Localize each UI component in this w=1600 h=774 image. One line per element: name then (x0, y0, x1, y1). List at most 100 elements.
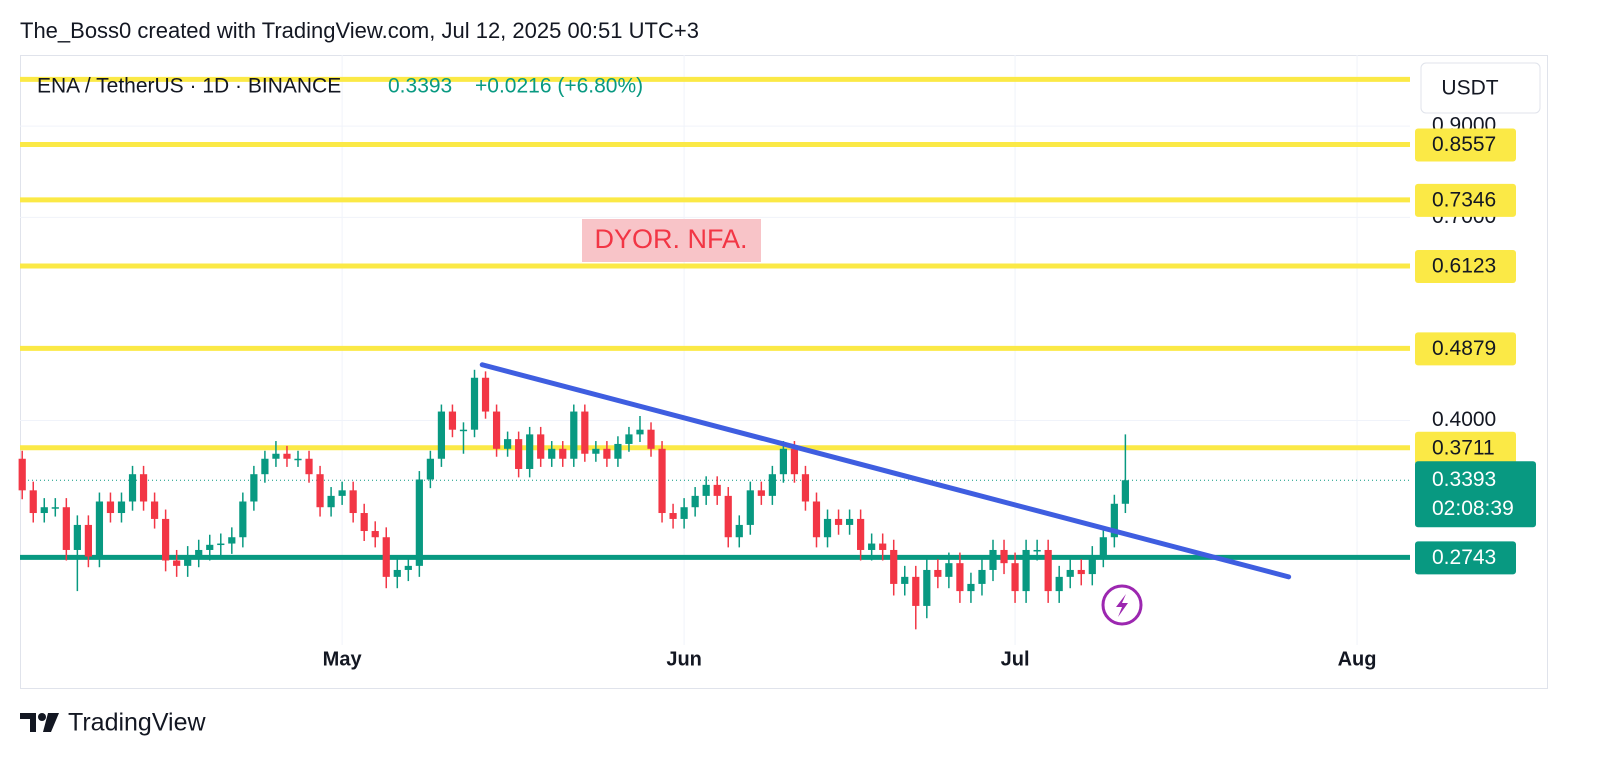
support-tag (1415, 541, 1516, 575)
candle-body (305, 458, 313, 475)
candle-body (18, 458, 26, 491)
candle-body (239, 501, 247, 538)
candle-body (1077, 569, 1085, 575)
candle-body (139, 474, 148, 502)
level-tag-label: 0.3711 (1432, 436, 1495, 459)
candle-body (228, 537, 236, 544)
candle-body (106, 501, 115, 514)
candle-body (934, 569, 942, 577)
x-tick-label: Jul (1001, 648, 1030, 670)
candle-body (393, 569, 401, 577)
currency-button[interactable] (1420, 62, 1541, 114)
level-tag (1415, 249, 1516, 283)
candle-body (834, 518, 843, 525)
candle-body (636, 429, 644, 435)
candle-body (1088, 556, 1096, 575)
candle-body (426, 458, 434, 480)
candle-body (272, 453, 280, 459)
candle-body (150, 501, 159, 519)
candle-body (647, 429, 655, 449)
candle-body (217, 543, 225, 546)
candle-body (250, 474, 258, 502)
candle-body (879, 543, 887, 550)
level-tag-label: 0.7346 (1432, 188, 1496, 211)
level-tag (1415, 332, 1516, 366)
candle-body (1055, 576, 1063, 592)
candle-body (625, 434, 633, 444)
x-tick-label: Jun (666, 648, 702, 670)
logo-t (20, 713, 36, 732)
candle-body (448, 411, 457, 430)
candle-body (978, 569, 986, 584)
candle-body (51, 507, 59, 509)
candle-body (845, 518, 854, 525)
candle-body (691, 495, 699, 508)
candle-body (1099, 537, 1107, 557)
candle-body (724, 495, 732, 538)
candle-body (603, 448, 611, 459)
current-price-tag (1415, 461, 1536, 528)
candle-body (437, 411, 446, 459)
candle-body (901, 576, 909, 584)
level-tag-label: 0.8557 (1432, 133, 1496, 156)
candle-body (283, 453, 291, 459)
candle-body (757, 490, 765, 496)
y-tick-label: 0.4000 (1432, 408, 1496, 431)
chart-frame (20, 55, 1548, 689)
candle-body (504, 439, 512, 449)
candle-body (261, 458, 269, 475)
candle-body (746, 490, 754, 525)
currency-label: USDT (1441, 77, 1498, 100)
candle-body (84, 524, 92, 557)
candle-body (459, 429, 468, 432)
countdown-label: 02:08:39 (1432, 497, 1514, 520)
candle-body (1022, 549, 1030, 592)
level-tag (1415, 128, 1516, 162)
candle-body (868, 543, 876, 550)
candle-body (382, 537, 390, 577)
candle-body (614, 443, 622, 459)
candle-body (162, 518, 170, 561)
candle-body (658, 448, 666, 514)
candle-body (40, 507, 48, 514)
symbol-legend: ENA / TetherUS · 1D · BINANCE (37, 75, 341, 98)
candle-body (768, 474, 776, 496)
candle-body (1044, 549, 1052, 592)
alert-bolt (1116, 594, 1128, 617)
candle-body (890, 549, 898, 584)
candle-body (823, 518, 832, 538)
candle-body (526, 434, 534, 469)
candle-body (327, 495, 335, 508)
candle-body (945, 563, 953, 577)
candle-body (173, 560, 181, 566)
candle-body (956, 563, 964, 592)
candle-body (923, 569, 931, 606)
candle-body (548, 448, 556, 459)
candle-body (206, 544, 214, 550)
candle-body (492, 411, 501, 449)
candle-body (1033, 549, 1041, 552)
candle-body (62, 507, 70, 550)
candle-body (592, 448, 600, 454)
candle-body (415, 479, 423, 566)
candle-body (790, 448, 799, 475)
footer-logo (20, 713, 59, 732)
candle-body (912, 576, 920, 606)
candle-body (779, 448, 787, 475)
candle-body (481, 377, 490, 412)
level-tag (1415, 183, 1516, 217)
candle-body (1121, 480, 1129, 504)
support-tag-label: 0.2743 (1432, 546, 1496, 569)
candle-body (581, 411, 589, 454)
annotation-box (582, 219, 761, 262)
annotation-text: DYOR. NFA. (594, 224, 747, 254)
candle-body (735, 524, 743, 538)
candle-body (680, 507, 688, 519)
candle-body (570, 411, 578, 459)
level-tag-label: 0.6123 (1432, 255, 1496, 278)
candle-body (360, 513, 368, 532)
candle-body (371, 531, 379, 538)
level-tag (1415, 431, 1516, 465)
candle-body (404, 565, 412, 570)
